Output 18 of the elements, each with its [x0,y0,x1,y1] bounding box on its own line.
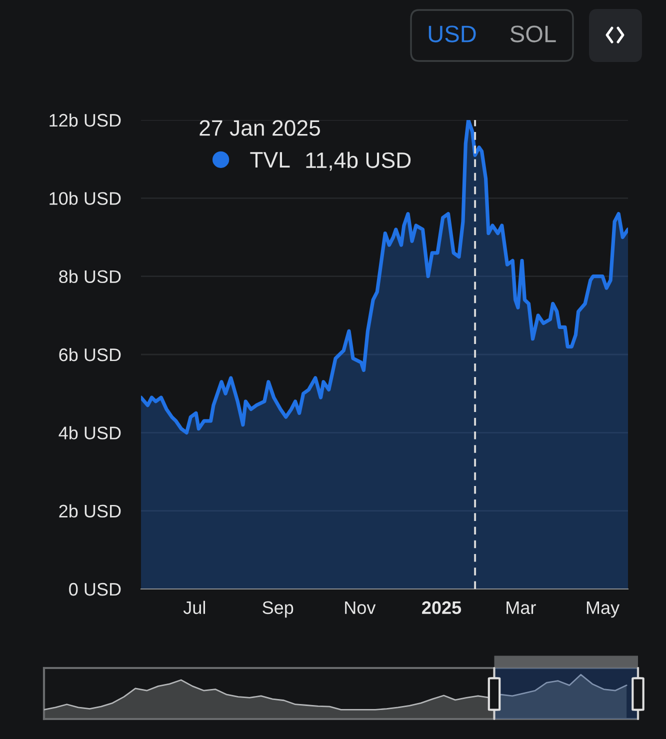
annotation: 11,4b USD [306,152,411,171]
x-tick-label: Sep [262,601,294,618]
x-tick-label: Mar [506,601,536,614]
legend-title: 27 Jan 2025 [200,120,320,136]
legend-label: TVL [250,152,290,168]
x-tick-label: Nov [345,601,376,614]
y-tick-label: 12b USD [50,113,121,127]
y-tick-label: 0 USD [69,582,121,596]
y-tick-label: 2b USD [59,504,121,518]
x-tick-label: 2025 [422,601,462,614]
text: USD [428,26,476,42]
x-tick-label: Jul [183,600,205,614]
y-tick-label: 6b USD [59,348,121,362]
y-tick-label: 8b USD [59,270,121,284]
x-tick-label: May [586,601,620,618]
y-tick-label: 4b USD [58,426,121,440]
text: SOL [510,26,556,42]
y-tick-label: 10b USD [50,192,121,205]
